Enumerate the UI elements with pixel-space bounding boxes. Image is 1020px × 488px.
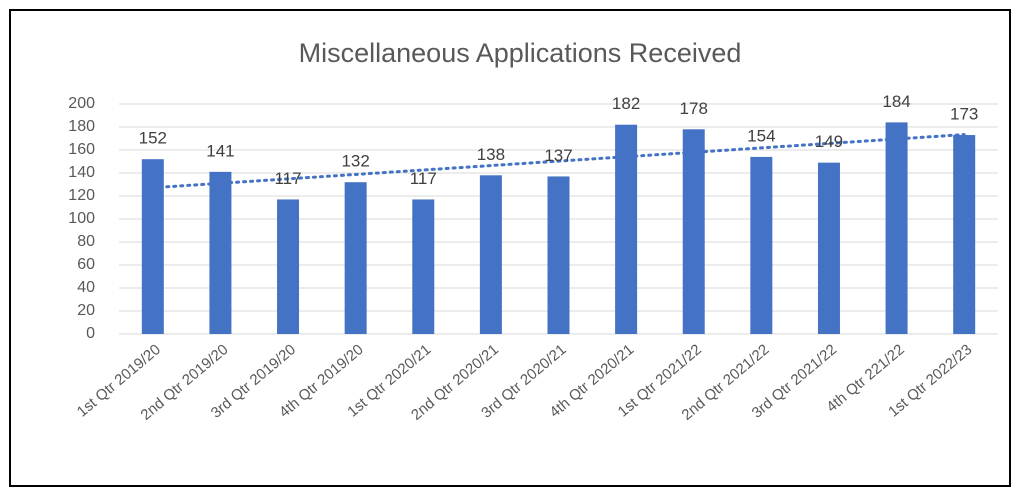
value-label: 117 (410, 169, 437, 188)
bar (750, 156, 773, 334)
y-tick-label: 200 (68, 95, 95, 112)
bar (817, 162, 840, 334)
bar (682, 129, 705, 334)
chart-border (9, 9, 1011, 487)
bar (277, 199, 300, 334)
y-tick-label: 100 (68, 210, 95, 227)
bar (615, 124, 638, 334)
bar (547, 176, 570, 334)
value-label: 117 (274, 169, 301, 188)
value-label: 173 (950, 105, 978, 124)
y-tick-label: 0 (86, 325, 95, 342)
y-tick-label: 60 (77, 256, 95, 273)
value-label: 154 (747, 126, 775, 145)
bar (885, 122, 908, 335)
y-tick-label: 40 (77, 279, 95, 296)
y-tick-label: 120 (68, 187, 95, 204)
chart-title: Miscellaneous Applications Received (299, 38, 742, 68)
bar (412, 199, 435, 334)
bar (479, 175, 502, 334)
value-label: 149 (815, 132, 843, 151)
bar (953, 135, 976, 334)
y-tick-label: 80 (77, 233, 95, 250)
value-label: 178 (680, 99, 708, 118)
value-label: 141 (206, 141, 234, 160)
value-label: 132 (341, 152, 369, 171)
value-label: 138 (477, 145, 505, 164)
value-label: 137 (544, 146, 572, 165)
value-label: 182 (612, 94, 640, 113)
y-tick-label: 20 (77, 302, 95, 319)
value-label: 184 (882, 92, 910, 111)
bar (344, 182, 367, 334)
y-tick-label: 180 (68, 118, 95, 135)
y-tick-label: 140 (68, 164, 95, 181)
bar (141, 159, 164, 334)
value-label: 152 (139, 129, 167, 148)
trendline (151, 133, 966, 190)
bar (209, 171, 232, 334)
y-tick-label: 160 (68, 141, 95, 158)
